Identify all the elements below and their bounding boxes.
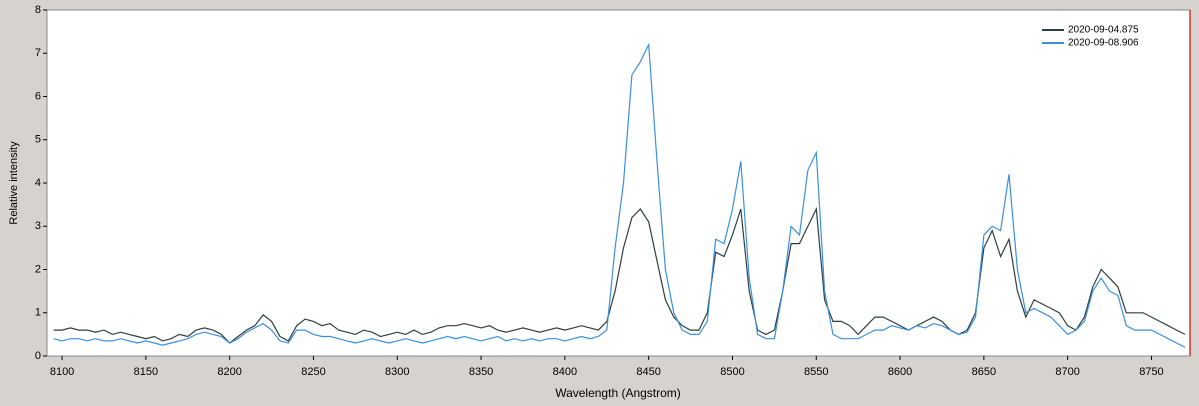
y-tick-label: 6 bbox=[35, 90, 41, 102]
legend bbox=[1036, 20, 1148, 52]
series-line bbox=[53, 206, 1186, 344]
y-tick-label: 3 bbox=[35, 220, 41, 232]
y-tick-label: 7 bbox=[35, 47, 41, 59]
x-tick-label: 8500 bbox=[720, 366, 744, 378]
legend-label: 2020-09-04.875 bbox=[1068, 25, 1139, 36]
x-tick-label: 8200 bbox=[217, 366, 241, 378]
x-tick-label: 8300 bbox=[385, 366, 409, 378]
series-line bbox=[53, 42, 1186, 348]
x-tick-label: 8100 bbox=[50, 366, 74, 378]
legend-label: 2020-09-08.906 bbox=[1068, 38, 1139, 49]
y-tick-label: 8 bbox=[35, 4, 41, 16]
y-tick-label: 1 bbox=[35, 307, 41, 319]
x-tick-label: 8700 bbox=[1055, 366, 1079, 378]
y-tick-label: 0 bbox=[35, 350, 41, 362]
x-tick-label: 8450 bbox=[636, 366, 660, 378]
x-axis-title: Wavelength (Angstrom) bbox=[555, 386, 681, 400]
x-tick-label: 8400 bbox=[553, 366, 577, 378]
x-tick-label: 8750 bbox=[1139, 366, 1163, 378]
y-axis-title: Relative intensity bbox=[8, 141, 20, 225]
x-tick-label: 8350 bbox=[469, 366, 493, 378]
y-tick-label: 5 bbox=[35, 134, 41, 146]
plot-area bbox=[46, 9, 1191, 357]
x-tick-label: 8250 bbox=[301, 366, 325, 378]
y-tick-label: 2 bbox=[35, 263, 41, 275]
x-tick-label: 8150 bbox=[134, 366, 158, 378]
x-tick-label: 8550 bbox=[804, 366, 828, 378]
x-tick-label: 8650 bbox=[972, 366, 996, 378]
x-tick-label: 8600 bbox=[888, 366, 912, 378]
y-tick-label: 4 bbox=[35, 177, 41, 189]
